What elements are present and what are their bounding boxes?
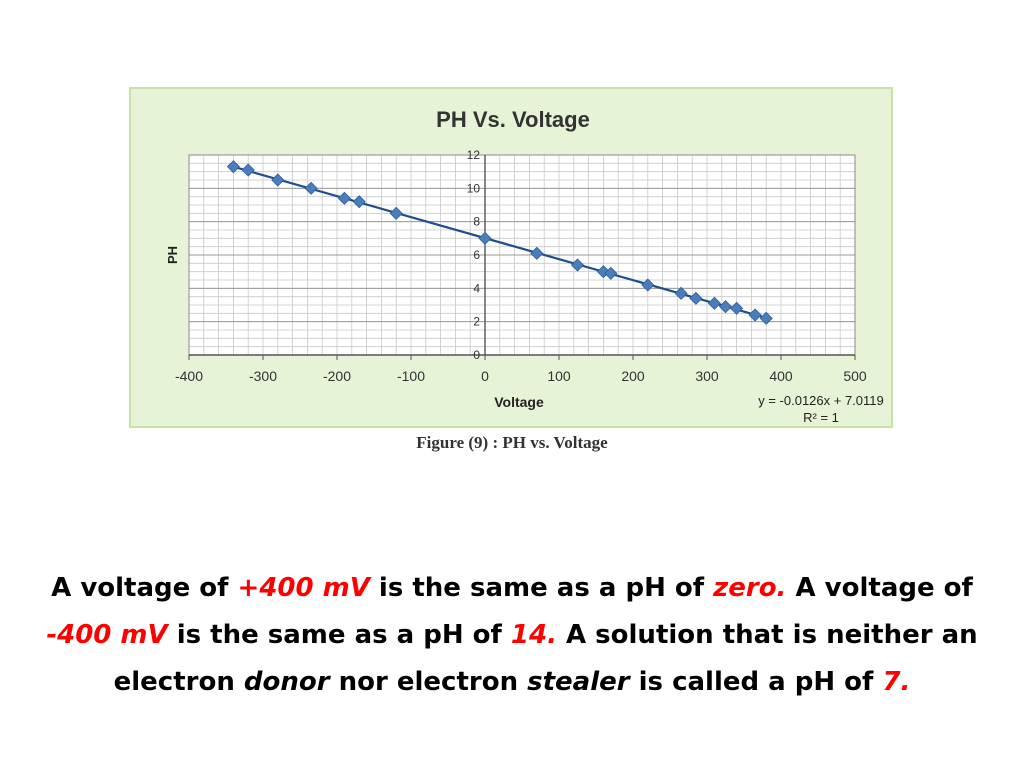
highlight-value: -400 mV <box>46 620 168 650</box>
grid <box>188 154 856 356</box>
y-tick-label: 4 <box>473 281 480 295</box>
text-part: A voltage of <box>786 573 973 603</box>
chart-title: PH Vs. Voltage <box>436 107 590 132</box>
y-tick-labels: 0 2 4 6 8 10 12 <box>467 148 481 362</box>
x-tick-label: -400 <box>175 368 203 384</box>
text-part: A solution that is neither an electron <box>113 620 978 697</box>
y-tick-label: 2 <box>473 315 480 329</box>
x-tick-label: -300 <box>249 368 277 384</box>
data-point <box>718 300 733 314</box>
figure-caption: Figure (9) : PH vs. Voltage <box>416 433 608 452</box>
y-tick-label: 8 <box>473 215 480 229</box>
text-part: nor electron <box>329 667 528 697</box>
data-point <box>748 308 762 322</box>
data-point <box>337 191 351 205</box>
data-point <box>352 195 366 209</box>
text-part: is the same as a pH of <box>369 573 714 603</box>
r-squared-label: R² = 1 <box>803 410 839 425</box>
y-tick-label: 12 <box>467 148 481 162</box>
highlight-value: zero. <box>713 573 787 603</box>
data-point <box>674 286 688 300</box>
x-tick-label: 200 <box>621 368 645 384</box>
axes <box>188 155 856 360</box>
x-tick-label: 300 <box>695 368 719 384</box>
highlight-value: +400 mV <box>237 573 370 603</box>
x-tick-label: 400 <box>769 368 793 384</box>
data-point <box>707 296 721 310</box>
text-part: A voltage of <box>51 573 238 603</box>
x-tick-label: 100 <box>547 368 571 384</box>
y-tick-label: 6 <box>473 248 480 262</box>
x-tick-label: -200 <box>323 368 351 384</box>
y-tick-label: 0 <box>473 348 480 362</box>
highlight-value: 14. <box>510 620 557 650</box>
data-point <box>389 206 403 220</box>
text-part: is the same as a pH of <box>167 620 511 650</box>
data-point <box>478 231 492 245</box>
data-point <box>530 246 544 260</box>
x-tick-labels: -400 -300 -200 -100 0 100 200 300 400 500 <box>175 368 867 384</box>
highlight-value: 7. <box>882 667 911 697</box>
emphasis-word: stealer <box>527 667 630 697</box>
data-point <box>759 311 773 325</box>
y-tick-label: 10 <box>467 181 481 195</box>
data-points <box>226 160 773 325</box>
trendline-equation: y = -0.0126x + 7.0119 <box>758 393 884 408</box>
y-axis-label: PH <box>165 246 180 264</box>
data-point <box>226 160 240 174</box>
chart-svg: PH Vs. Voltage -400 -300 -200 -100 0 100 200 30… <box>165 107 884 425</box>
data-point <box>604 266 618 280</box>
chart-frame: PH Vs. Voltage -400 -300 -200 -100 0 100 200 30… <box>129 87 893 428</box>
data-point <box>641 278 655 292</box>
data-point <box>271 173 285 187</box>
x-tick-label: -100 <box>397 368 425 384</box>
x-axis-label: Voltage <box>494 394 544 410</box>
data-point <box>570 258 585 272</box>
emphasis-word: donor <box>243 667 330 697</box>
data-point <box>689 291 703 305</box>
x-tick-label: 500 <box>843 368 867 384</box>
data-point <box>304 181 318 195</box>
data-point <box>730 301 744 315</box>
x-tick-label: 0 <box>481 368 489 384</box>
data-point <box>241 163 255 177</box>
text-part: is called a pH of <box>629 667 883 697</box>
body-paragraph: A voltage of +400 mV is the same as a pH… <box>40 565 984 706</box>
